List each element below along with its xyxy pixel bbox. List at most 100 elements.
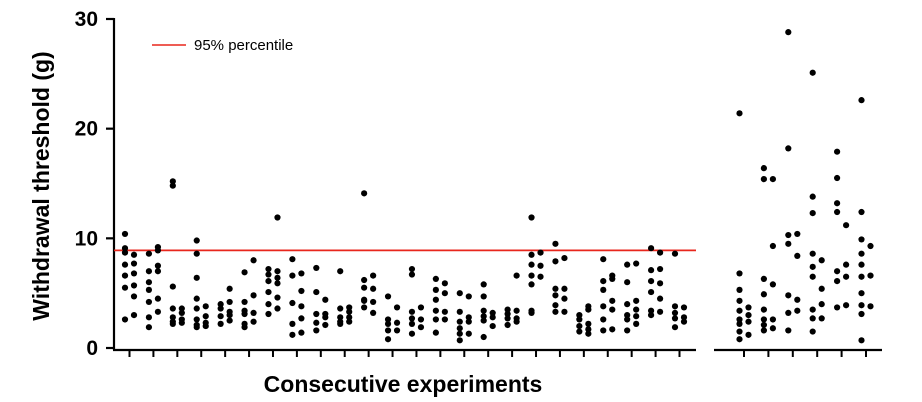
data-point (456, 337, 463, 344)
data-point (322, 310, 329, 318)
data-point (265, 271, 272, 278)
data-point (834, 304, 841, 311)
data-point (834, 148, 841, 155)
data-point (250, 318, 257, 325)
data-point (867, 303, 874, 310)
data-point (217, 313, 224, 320)
data-point (298, 270, 305, 277)
data-point (226, 285, 233, 292)
data-point (393, 319, 401, 326)
data-point (337, 314, 344, 321)
data-point (408, 308, 416, 315)
data-point (361, 304, 368, 311)
x-ticks (128, 350, 867, 357)
data-point (265, 301, 272, 308)
data-point (121, 316, 129, 323)
data-point (169, 178, 176, 185)
data-point (480, 317, 487, 324)
data-point (346, 318, 353, 325)
data-point (809, 315, 816, 322)
data-point (370, 298, 377, 306)
data-point (528, 307, 535, 314)
data-point (169, 305, 176, 312)
data-point (265, 288, 272, 296)
legend: 95% percentile (152, 37, 293, 54)
data-points (121, 29, 874, 344)
data-point (785, 240, 792, 247)
data-point (656, 249, 664, 256)
data-point (818, 315, 825, 322)
data-point (274, 268, 281, 275)
data-point (834, 174, 841, 182)
data-point (346, 304, 353, 311)
data-point (736, 320, 743, 327)
data-point (736, 286, 743, 293)
data-point (537, 273, 544, 280)
data-point (241, 269, 248, 276)
data-point (178, 305, 185, 312)
data-point (834, 278, 841, 285)
data-point (130, 312, 138, 319)
data-point (193, 316, 200, 323)
data-point (193, 321, 200, 329)
data-point (465, 318, 472, 325)
data-point (145, 286, 153, 293)
data-point (408, 265, 416, 273)
data-point (736, 307, 743, 314)
data-point (121, 249, 129, 256)
data-point (528, 272, 535, 279)
y-axis-title: Withdrawal threshold (g) (28, 51, 54, 320)
data-point (145, 298, 153, 306)
data-point (809, 263, 816, 270)
data-point (432, 316, 439, 323)
data-point (250, 257, 257, 264)
data-point (680, 314, 688, 321)
data-point (552, 302, 559, 309)
data-point (760, 316, 768, 323)
y-ticks: 0 10 20 30 (75, 8, 114, 360)
data-point (794, 296, 801, 303)
data-point (130, 270, 138, 277)
data-point (528, 214, 535, 221)
data-point (528, 251, 535, 258)
data-point (858, 290, 865, 297)
data-point (785, 292, 792, 299)
data-point (130, 282, 138, 289)
data-point (154, 308, 162, 315)
legend-label: 95% percentile (194, 37, 293, 54)
data-point (384, 320, 392, 327)
data-point (274, 305, 281, 312)
data-point (121, 261, 129, 268)
data-point (169, 318, 176, 325)
data-point (121, 230, 129, 238)
data-point (393, 304, 401, 311)
data-point (361, 284, 368, 291)
data-point (169, 314, 176, 321)
data-point (298, 303, 305, 310)
data-point (624, 312, 631, 319)
data-point (671, 315, 679, 322)
data-point (809, 250, 816, 257)
data-point (760, 275, 768, 283)
data-point (736, 270, 743, 277)
data-point (145, 314, 153, 321)
data-point (193, 237, 200, 244)
data-point (121, 272, 129, 279)
data-point (217, 320, 224, 327)
data-point (121, 245, 129, 252)
data-point (456, 318, 463, 325)
data-point (274, 214, 281, 221)
data-point (313, 319, 320, 326)
data-point (809, 193, 816, 200)
data-point (552, 258, 559, 265)
data-point (585, 320, 592, 327)
y-tick-label: 20 (75, 118, 98, 141)
data-point (480, 333, 487, 341)
data-point (647, 288, 655, 296)
data-point (456, 330, 463, 337)
data-point (834, 208, 841, 216)
data-point (489, 314, 496, 321)
data-point (647, 312, 655, 319)
data-point (154, 244, 162, 251)
data-point (513, 272, 520, 279)
